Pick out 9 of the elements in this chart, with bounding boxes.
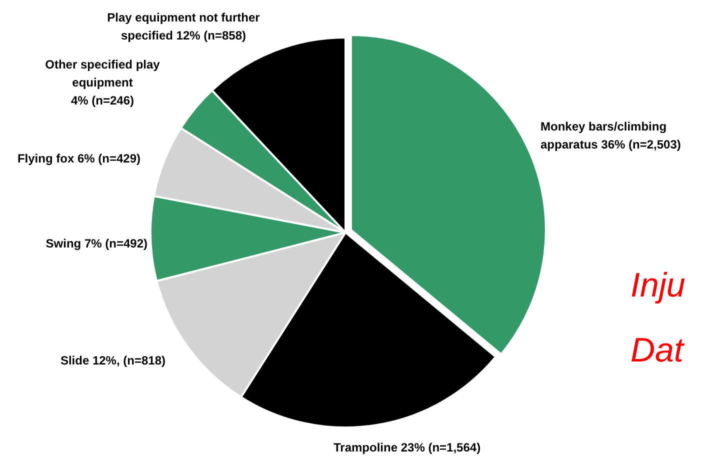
slice-label: Play equipment not further specified 12% (n=858) xyxy=(107,10,260,43)
slice-label: Swing 7% (n=492) xyxy=(46,236,148,250)
text: Dat xyxy=(630,332,685,370)
slice-label: Monkey bars/climbing apparatus 36% (n=2,503) xyxy=(540,119,681,152)
slice-label: Flying fox 6% (n=429) xyxy=(17,152,141,166)
slice-label: Slide 12%, (n=818) xyxy=(60,354,166,368)
slice-label: Trampoline 23% (n=1,564) xyxy=(334,440,481,454)
slice-label: Other specified play equipment 4% (n=246) xyxy=(45,57,160,108)
text: Inju xyxy=(630,266,686,304)
